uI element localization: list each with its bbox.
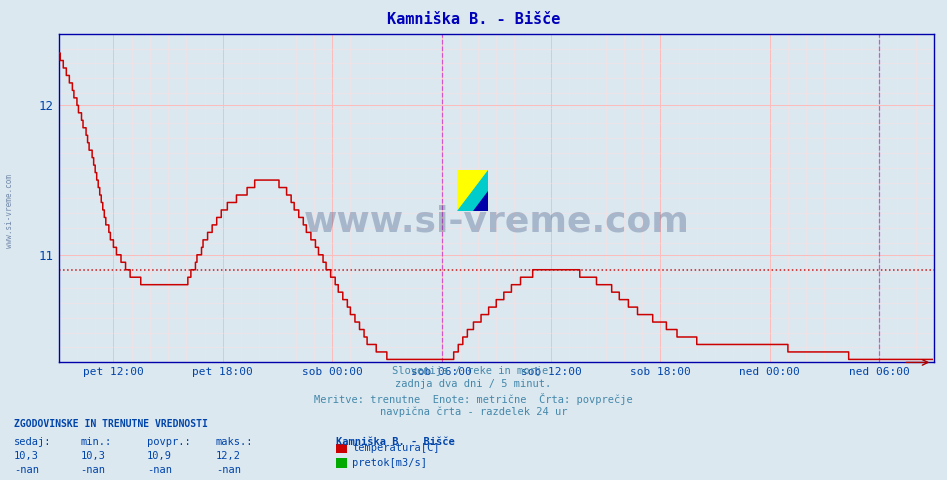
Text: maks.:: maks.:: [216, 437, 254, 447]
Text: -nan: -nan: [80, 465, 105, 475]
Polygon shape: [473, 191, 488, 211]
Text: -nan: -nan: [147, 465, 171, 475]
Text: zadnja dva dni / 5 minut.: zadnja dva dni / 5 minut.: [396, 379, 551, 389]
Text: min.:: min.:: [80, 437, 112, 447]
Text: Kamniška B. - Bišče: Kamniška B. - Bišče: [336, 437, 455, 447]
Text: sedaj:: sedaj:: [14, 437, 52, 447]
Text: -nan: -nan: [216, 465, 241, 475]
Text: pretok[m3/s]: pretok[m3/s]: [352, 458, 427, 468]
Text: Slovenija / reke in morje.: Slovenija / reke in morje.: [392, 366, 555, 376]
Polygon shape: [457, 170, 488, 211]
Text: temperatura[C]: temperatura[C]: [352, 444, 439, 453]
Text: www.si-vreme.com: www.si-vreme.com: [303, 204, 689, 238]
Text: Kamniška B. - Bišče: Kamniška B. - Bišče: [386, 12, 561, 27]
Text: navpična črta - razdelek 24 ur: navpična črta - razdelek 24 ur: [380, 406, 567, 417]
Polygon shape: [457, 170, 488, 211]
Text: ZGODOVINSKE IN TRENUTNE VREDNOSTI: ZGODOVINSKE IN TRENUTNE VREDNOSTI: [14, 419, 208, 429]
Text: povpr.:: povpr.:: [147, 437, 190, 447]
Text: 10,3: 10,3: [14, 451, 39, 461]
Text: Meritve: trenutne  Enote: metrične  Črta: povprečje: Meritve: trenutne Enote: metrične Črta: …: [314, 393, 633, 405]
Text: 10,3: 10,3: [80, 451, 105, 461]
Text: www.si-vreme.com: www.si-vreme.com: [5, 174, 14, 248]
Text: 10,9: 10,9: [147, 451, 171, 461]
Text: 12,2: 12,2: [216, 451, 241, 461]
Text: -nan: -nan: [14, 465, 39, 475]
